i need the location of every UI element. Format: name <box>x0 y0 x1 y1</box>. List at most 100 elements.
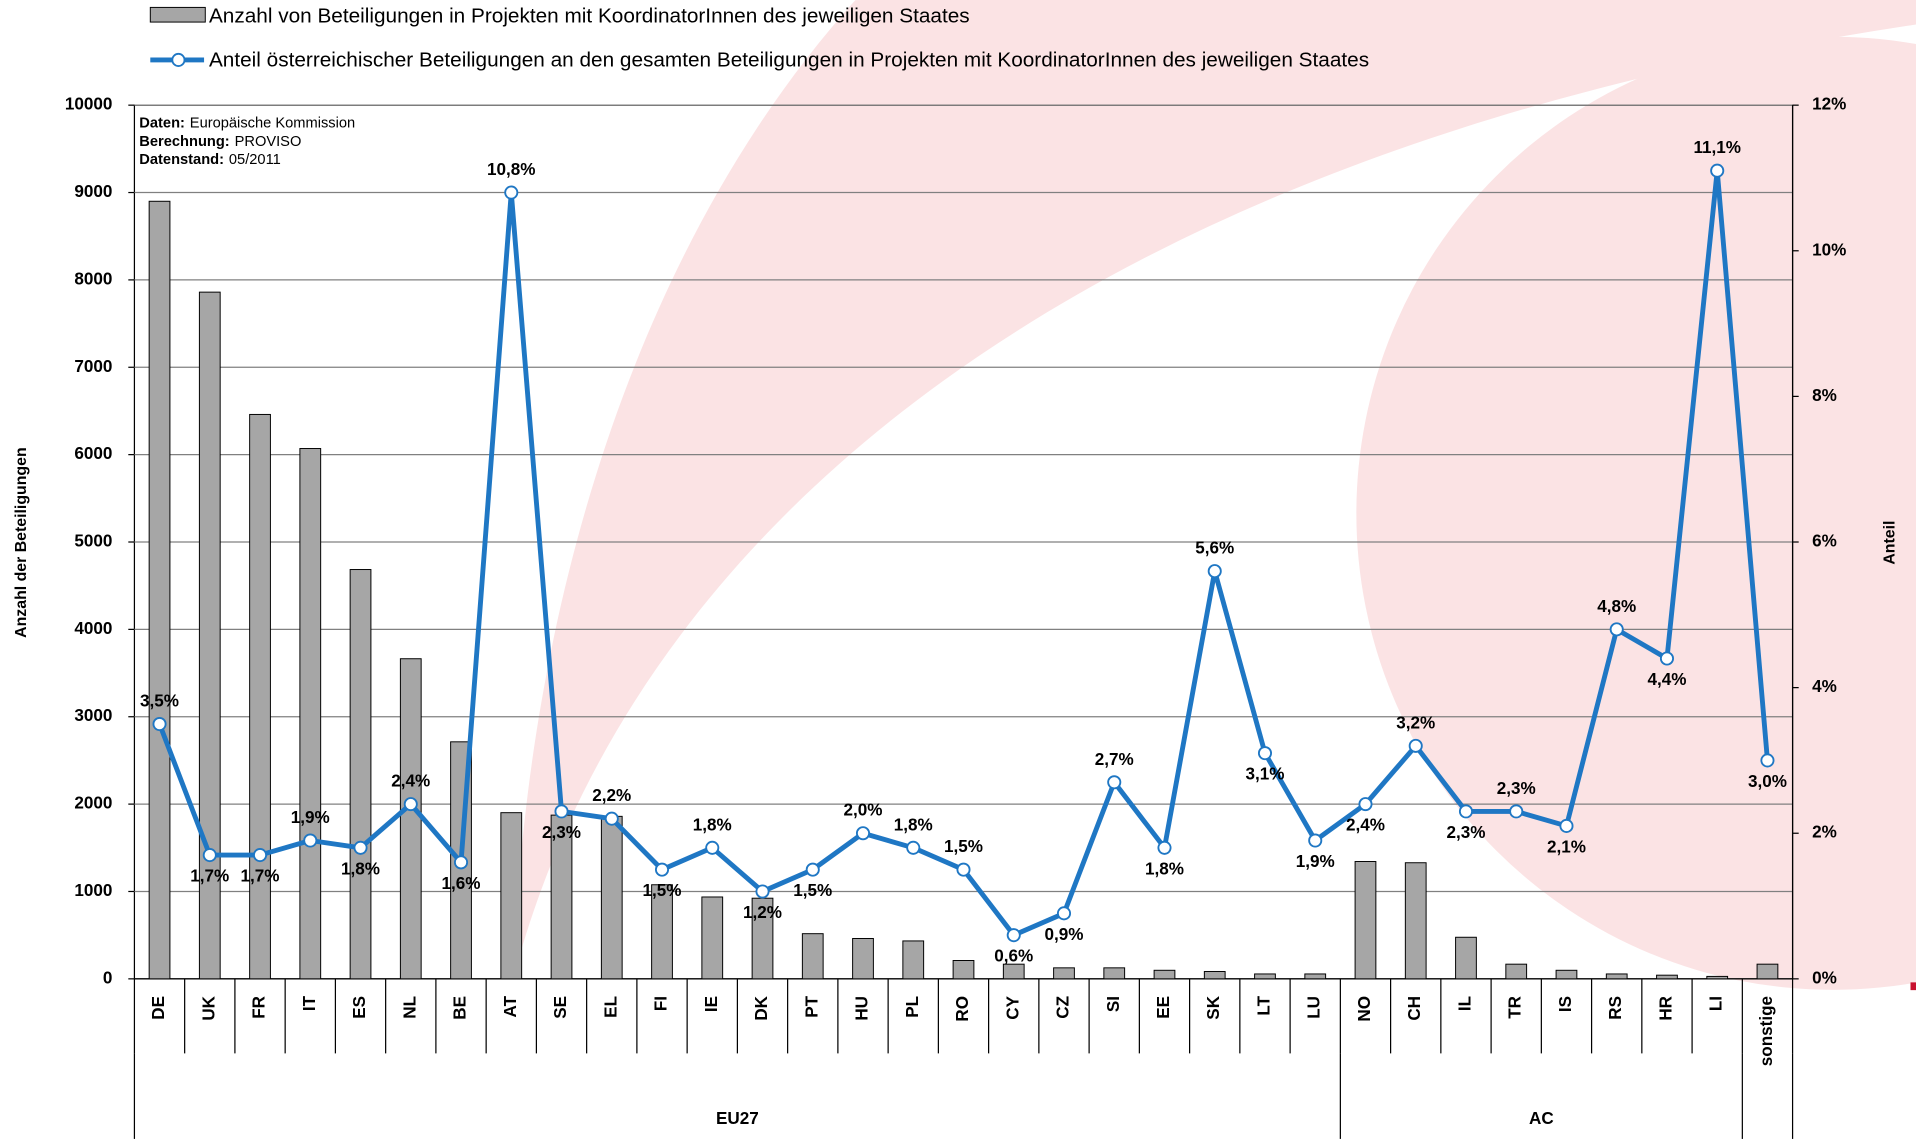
line-marker <box>1761 754 1773 766</box>
x-tick-label: sonstige <box>1757 996 1776 1066</box>
data-label: 1,5% <box>643 881 682 900</box>
bar <box>1054 968 1075 979</box>
x-tick-label: LU <box>1305 996 1324 1019</box>
line-marker <box>1661 652 1673 664</box>
bar <box>1255 974 1276 979</box>
y2-tick-label: 2% <box>1812 823 1837 842</box>
line-marker <box>1309 834 1321 846</box>
x-tick-label: AT <box>501 995 520 1017</box>
data-label: 1,2% <box>743 903 782 922</box>
y2-tick-label: 12% <box>1812 95 1846 114</box>
x-tick-label: RO <box>953 996 972 1022</box>
data-label: 2,2% <box>592 786 631 805</box>
line-marker <box>807 864 819 876</box>
bar <box>1456 937 1477 979</box>
x-tick-label: CY <box>1003 995 1022 1019</box>
data-label: 2,3% <box>1497 779 1536 798</box>
data-label: 1,8% <box>894 815 933 834</box>
data-label: 3,1% <box>1246 765 1285 784</box>
x-tick-label: CZ <box>1054 996 1073 1019</box>
line-marker <box>1108 776 1120 788</box>
note-text: Europäische Kommission <box>190 115 355 131</box>
line-marker <box>1510 805 1522 817</box>
bar <box>853 938 874 978</box>
y-tick-label: 7000 <box>74 357 112 376</box>
y-tick-label: 9000 <box>74 182 112 201</box>
x-tick-label: PL <box>903 996 922 1018</box>
bar <box>1003 964 1024 979</box>
x-tick-label: DK <box>752 995 771 1020</box>
legend-label: Anteil österreichischer Beteiligungen an… <box>209 49 1369 72</box>
bar <box>1506 964 1527 979</box>
y-tick-label: 5000 <box>74 532 112 551</box>
group-label: EU27 <box>716 1109 759 1128</box>
data-label: 2,4% <box>1346 816 1385 835</box>
line-marker <box>455 856 467 868</box>
bar <box>1757 964 1778 979</box>
y-tick-label: 6000 <box>74 444 112 463</box>
line-marker <box>1410 740 1422 752</box>
line-marker <box>354 842 366 854</box>
y-tick-label: 8000 <box>74 269 112 288</box>
legend-swatch-bar <box>150 7 205 22</box>
line-marker <box>756 885 768 897</box>
y-tick-label: 4000 <box>74 619 112 638</box>
x-tick-label: HU <box>853 996 872 1021</box>
x-tick-label: IT <box>300 995 319 1011</box>
y2-tick-label: 6% <box>1812 532 1837 551</box>
y-tick-label: 3000 <box>74 706 112 725</box>
x-tick-label: ES <box>350 996 369 1019</box>
x-tick-label: UK <box>199 995 218 1020</box>
line-marker <box>1560 820 1572 832</box>
y-tick-label: 1000 <box>74 881 112 900</box>
x-tick-label: BE <box>451 996 470 1020</box>
decor-circle <box>1356 37 1916 990</box>
line-marker <box>957 864 969 876</box>
source-note: Berechnung:PROVISO <box>139 134 301 150</box>
group-label: AC <box>1529 1109 1554 1128</box>
data-label: 1,9% <box>1296 852 1335 871</box>
bar <box>1204 972 1225 979</box>
source-note: Daten: Europäische Kommission <box>139 115 355 131</box>
line-marker <box>907 842 919 854</box>
bar <box>1556 970 1577 979</box>
line-marker <box>1158 842 1170 854</box>
note-label: Daten: <box>139 115 185 131</box>
y2-tick-label: 4% <box>1812 677 1837 696</box>
legend-swatch-marker <box>172 54 184 66</box>
y2-tick-label: 0% <box>1812 968 1837 987</box>
y-axis-title: Anzahl der Beteiligungen <box>13 447 30 638</box>
x-tick-label: PT <box>802 995 821 1017</box>
x-tick-label: LI <box>1707 996 1726 1011</box>
line-marker <box>505 186 517 198</box>
data-label: 1,5% <box>944 837 983 856</box>
data-label: 3,5% <box>140 692 179 711</box>
bar <box>300 449 321 979</box>
data-label: 1,8% <box>341 859 380 878</box>
y2-tick-label: 8% <box>1812 386 1837 405</box>
line-marker <box>153 718 165 730</box>
bar <box>1657 975 1678 979</box>
line-marker <box>656 864 668 876</box>
bar <box>1355 862 1376 979</box>
line-marker <box>606 813 618 825</box>
x-tick-label: SE <box>551 996 570 1019</box>
x-tick-label: IE <box>702 996 721 1012</box>
data-label: 1,6% <box>442 874 481 893</box>
bar <box>1305 974 1326 979</box>
data-label: 2,0% <box>844 801 883 820</box>
y-tick-label: 0 <box>103 968 113 987</box>
x-tick-label: FR <box>250 996 269 1019</box>
line-marker <box>1460 805 1472 817</box>
x-tick-label: RS <box>1606 996 1625 1020</box>
bar <box>1405 863 1426 979</box>
x-tick-label: FI <box>652 996 671 1011</box>
data-label: 4,8% <box>1597 597 1636 616</box>
x-tick-label: EE <box>1154 996 1173 1019</box>
bar <box>501 813 522 979</box>
bar <box>400 659 421 979</box>
data-label: 1,8% <box>1145 859 1184 878</box>
note-label: Berechnung: <box>139 134 229 150</box>
data-label: 2,3% <box>1446 823 1485 842</box>
data-label: 1,8% <box>693 815 732 834</box>
